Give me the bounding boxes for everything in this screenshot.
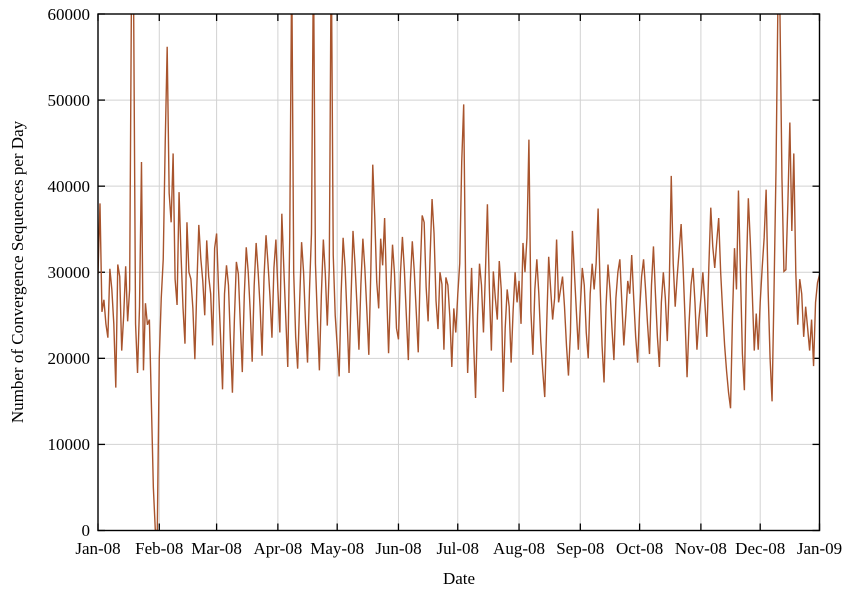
x-tick-label: Sep-08 [556,539,605,558]
x-tick-label: Mar-08 [191,539,242,558]
x-tick-label: Aug-08 [493,539,545,558]
x-tick-label: Apr-08 [253,539,303,558]
plot-border [97,13,821,532]
x-tick-label: Feb-08 [135,539,184,558]
y-tick-label: 0 [81,521,91,540]
y-tick-label: 30000 [47,262,91,282]
y-tick-label: 40000 [47,176,91,196]
y-tick-label: 50000 [47,90,91,110]
y-tick-label: 10000 [47,434,91,454]
x-tick-label: Jan-08 [75,539,121,558]
data-series-line [98,14,820,531]
y-tick-label: 60000 [47,4,91,24]
x-tick-label: Jan-09 [796,539,843,558]
x-tick-label: Jun-08 [375,539,422,558]
x-tick-label: Oct-08 [616,539,664,558]
x-tick-label: Nov-08 [674,539,727,558]
x-tick-label: May-08 [310,539,365,558]
x-tick-label: Dec-08 [735,539,786,558]
x-axis-title: Date [442,569,476,588]
y-tick-label: 20000 [47,348,91,368]
x-tick-label: Jul-08 [436,539,480,558]
